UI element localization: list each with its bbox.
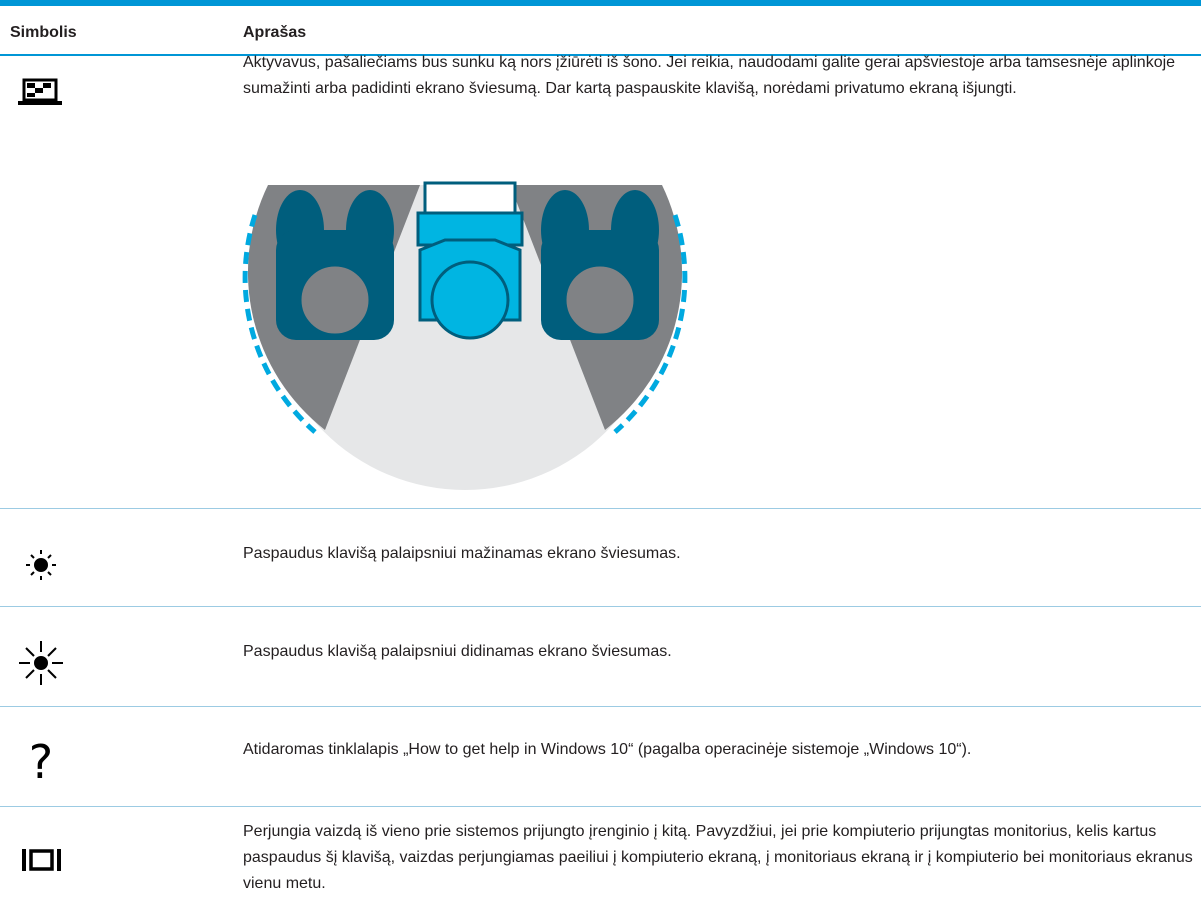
row-description: Paspaudus klavišą palaipsniui mažinamas … — [243, 545, 681, 562]
top-rule — [0, 0, 1201, 6]
row-description: Atidaromas tinklalapis „How to get help … — [243, 741, 972, 758]
column-header: Simbolis — [10, 24, 77, 41]
privacy-icon — [18, 78, 62, 105]
help-icon: ? — [29, 735, 53, 789]
column-header: Aprašas — [243, 24, 307, 41]
brightness-up-icon — [19, 641, 63, 685]
row-separator — [0, 508, 1201, 509]
header-rule — [0, 54, 1201, 56]
display-switch-icon — [22, 849, 61, 871]
brightness-down-icon — [26, 550, 56, 580]
row-description: Paspaudus klavišą palaipsniui didinamas … — [243, 643, 672, 660]
row-separator — [0, 706, 1201, 707]
privacy-illustration — [242, 181, 688, 490]
row-description: Aktyvavus, pašaliečiams bus sunku ką nor… — [243, 54, 1176, 97]
row-separator — [0, 806, 1201, 807]
row-description: Perjungia vaizdą iš vieno prie sistemos … — [243, 823, 1193, 892]
row-separator — [0, 606, 1201, 607]
